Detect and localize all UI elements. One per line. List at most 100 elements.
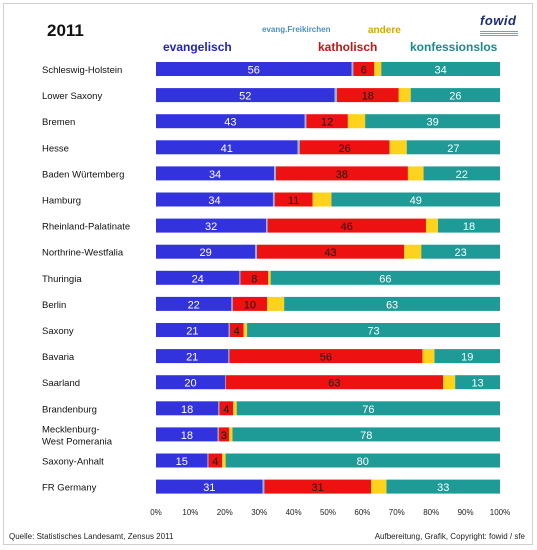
bar-segment-katholisch [256,244,405,259]
bar-segment-konfessionslos [406,140,500,155]
logo-word: fowid [480,13,517,28]
data-label: 24 [192,273,204,285]
data-label: 13 [471,378,483,390]
bar-row: Hesse 41 26 27 [42,140,500,155]
data-label: 4 [223,404,229,416]
bar-segment-evangelisch [156,218,267,233]
bar-segment-evangfreikirchen [218,401,220,416]
data-label: 66 [379,273,391,285]
data-label: 3 [221,430,227,442]
bar-row: Rheinland-Palatinate 32 46 18 [42,218,500,233]
bar-segment-andere [407,166,424,181]
x-tick-label: 80% [423,508,439,517]
category-label: Northrine-Westfalia [42,248,124,259]
bar-segment-katholisch [208,453,223,468]
data-label: 23 [455,247,467,259]
bar-segment-evangfreikirchen [266,218,268,233]
bar-segment-andere [404,244,422,259]
category-label: Bavaria [42,352,75,363]
bar-segment-konfessionslos [421,244,500,259]
legend-konfessionslos: konfessionslos [410,40,498,54]
bar-row: Thuringia 24 8 66 [42,270,500,285]
data-label: 15 [176,456,188,468]
bar-segment-konfessionslos [236,401,500,416]
data-label: 21 [186,326,198,338]
bar-segment-evangelisch [156,88,335,103]
category-label: Hesse [42,143,69,154]
bar-segment-evangelisch [156,323,229,337]
category-label: Saxony [42,326,74,337]
bar-segment-evangelisch [156,375,226,390]
data-label: 32 [205,221,217,233]
data-label: 43 [324,247,336,259]
data-label: 76 [362,404,374,416]
logo-rule [480,35,518,36]
bar-segment-andere [268,270,271,285]
bar-segment-katholisch [225,375,444,390]
bar-segment-andere [374,62,382,76]
bar-segment-konfessionslos [434,349,500,364]
data-label: 73 [367,326,379,338]
bar-segment-andere [222,453,226,468]
category-label: Rheinland-Palatinate [42,222,130,233]
bar-segment-evangfreikirchen [272,192,275,207]
bar-segment-konfessionslos [225,453,501,468]
bar-row: Brandenburg 18 4 76 [42,401,500,416]
data-label: 21 [186,352,198,364]
data-label: 29 [200,247,212,259]
data-label: 34 [209,169,221,181]
bar-segment-evangfreikirchen [274,166,276,181]
data-label: 8 [251,273,257,285]
bar-segment-evangelisch [156,453,208,468]
bar-segment-evangfreikirchen [231,296,233,311]
bar-segment-evangfreikirchen [228,349,230,364]
data-label: 26 [449,91,461,103]
bar-segment-evangfreikirchen [334,88,337,103]
bar-segment-evangelisch [156,244,256,259]
data-label: 56 [320,352,332,364]
legend-katholisch: katholisch [318,40,378,54]
bar-segment-evangelisch [156,166,275,181]
bar-segment-katholisch [353,62,375,76]
chart-frame [3,3,533,545]
logo-rule [480,31,518,32]
bar-segment-konfessionslos [386,479,500,494]
bar-segment-katholisch [336,88,399,103]
data-label: 22 [456,169,468,181]
bar-segment-andere [422,349,435,364]
category-label: Lower Saxony [42,91,102,102]
x-tick-label: 30% [251,508,267,517]
bar-segment-konfessionslos [365,114,500,129]
data-label: 80 [357,456,369,468]
data-label: 18 [463,221,475,233]
x-tick-label: 20% [217,508,233,517]
bar-segment-evangelisch [156,401,219,416]
bar-segment-katholisch [240,270,269,285]
data-label: 12 [321,117,333,129]
bar-row: Saxony-Anhalt 15 4 80 [42,453,501,468]
legend-evangelisch: evangelisch [163,40,232,54]
bar-segment-evangelisch [156,479,263,494]
data-label: 11 [288,195,299,207]
bar-segment-evangfreikirchen [262,479,265,494]
bar-row: Berlin 22 10 63 [42,296,500,311]
bar-row: Bavaria 21 56 19 [42,349,500,364]
bar-row: FR Germany 31 31 33 [42,479,500,494]
data-label: 63 [328,378,340,390]
data-label: 22 [188,299,200,311]
data-label: 41 [221,143,233,155]
bar-segment-katholisch [299,140,390,155]
data-label: 19 [461,352,473,364]
bar-segment-andere [347,114,366,129]
bar-segment-evangelisch [156,114,305,129]
bar-segment-katholisch [306,114,348,129]
category-label: Mecklenburg-West Pomerania [42,424,113,447]
bar-row: Bremen 43 12 39 [42,114,500,129]
category-label: Brandenburg [42,404,97,415]
bar-segment-evangfreikirchen [255,244,257,259]
category-label: Saarland [42,378,80,389]
data-label: 49 [410,195,422,207]
legend-andere: andere [368,25,401,36]
x-tick-label: 90% [458,508,474,517]
category-label: Baden Würtemberg [42,169,124,180]
